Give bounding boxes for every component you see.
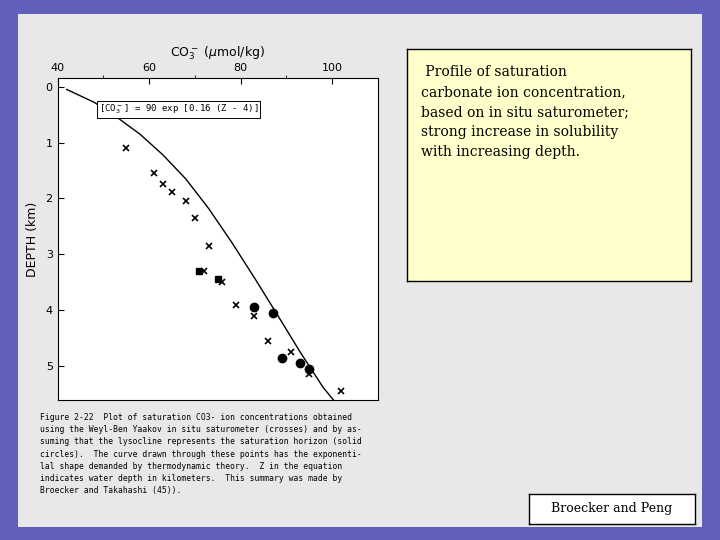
Text: Profile of saturation
carbonate ion concentration,
based on in situ saturometer;: Profile of saturation carbonate ion conc…: [421, 65, 629, 159]
Text: Figure 2-22  Plot of saturation CO3- ion concentrations obtained
using the Weyl-: Figure 2-22 Plot of saturation CO3- ion …: [40, 413, 361, 495]
Text: Broecker and Peng: Broecker and Peng: [552, 502, 672, 516]
Y-axis label: DEPTH (km): DEPTH (km): [26, 201, 39, 276]
X-axis label: CO$_3^-$ ($\mu$mol/kg): CO$_3^-$ ($\mu$mol/kg): [170, 44, 266, 62]
Text: [CO$_3^-$] = 90 exp [0.16 (Z - 4)]: [CO$_3^-$] = 90 exp [0.16 (Z - 4)]: [99, 103, 258, 116]
